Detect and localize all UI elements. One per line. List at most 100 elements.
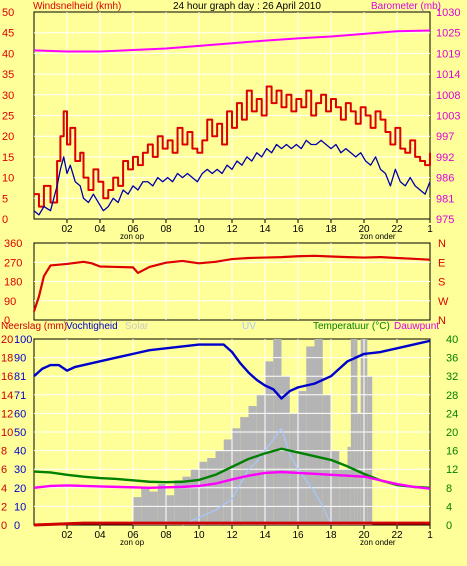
- temperature-y-tick-label: 40: [446, 334, 458, 346]
- compass-tick-label: S: [438, 277, 445, 289]
- direction-y-tick-label: 180: [4, 277, 22, 289]
- direction-y-tick-label: 0: [4, 315, 10, 327]
- x-tick-label: 10: [193, 224, 205, 235]
- gust-line: [34, 85, 431, 208]
- temperature-y-tick-label: 16: [446, 446, 458, 458]
- wind-y-tick-label: 45: [2, 28, 14, 40]
- temperature-y-tick-label: 36: [446, 353, 458, 365]
- wind-y-tick-label: 25: [2, 111, 14, 123]
- wind-left-label: Windsnelheid (kmh): [33, 1, 121, 12]
- wind-y-tick-label: 30: [2, 90, 14, 102]
- wind-y-tick-label: 50: [2, 7, 14, 19]
- x-tick-label: 16: [292, 530, 304, 541]
- rain-y-tick-label: 0: [1, 520, 7, 532]
- chart-title: 24 hour graph day : 26 April 2010: [173, 1, 321, 12]
- uv-line: [182, 427, 332, 526]
- direction-y-tick-label: 360: [4, 238, 22, 250]
- x-tick-label: 14: [259, 530, 271, 541]
- wind-y-tick-label: 10: [2, 173, 14, 185]
- solar-bar: [199, 461, 208, 525]
- solar-bar: [265, 361, 274, 525]
- wind-series: [33, 29, 431, 216]
- humidity-label: Vochtigheid: [66, 321, 118, 332]
- solar-bar: [256, 394, 265, 525]
- temperature-y-tick-label: 12: [446, 464, 458, 476]
- direction-grid: [34, 243, 430, 320]
- barometer-y-tick-label: 981: [436, 193, 454, 205]
- humidity-y-tick-label: 50: [14, 427, 26, 439]
- barometer-y-tick-label: 986: [436, 173, 454, 185]
- temperature-y-tick-label: 32: [446, 371, 458, 383]
- direction-series: [32, 254, 431, 312]
- rain-y-tick-label: 12: [1, 408, 13, 420]
- dewpoint-line: [33, 470, 431, 490]
- x-tick-label: 1: [427, 224, 433, 235]
- rain-label: Neerslag (mm): [1, 321, 67, 332]
- temperature-y-tick-label: 24: [446, 408, 458, 420]
- direction-ticks: 0 N 90 W 180 S 270 E 360 N: [4, 238, 449, 327]
- humidity-series: [33, 339, 431, 527]
- humidity-y-tick-label: 60: [14, 408, 26, 420]
- compass-tick-label: W: [438, 296, 449, 308]
- solar-bar: [157, 484, 166, 525]
- temperature-y-tick-label: 20: [446, 427, 458, 439]
- x-tick-label: 04: [94, 530, 106, 541]
- uv-label: UV: [242, 321, 256, 332]
- x-tick-label: 16: [292, 224, 304, 235]
- humidity-y-tick-label: 81: [14, 371, 26, 383]
- barometer-y-tick-label: 1003: [436, 111, 460, 123]
- rain-y-tick-label: 4: [1, 483, 7, 495]
- solar-label: Solar: [125, 321, 149, 332]
- solar-bar: [133, 497, 142, 525]
- wind-y-tick-label: 0: [2, 214, 8, 226]
- x-tick-label: 12: [226, 530, 238, 541]
- rain-y-tick-label: 14: [1, 390, 13, 402]
- barometer-y-tick-label: 1030: [436, 7, 460, 19]
- solar-bar: [166, 495, 175, 525]
- x-tick-label: 20: [358, 224, 370, 235]
- solar-bar: [190, 469, 199, 525]
- direction-y-tick-label: 270: [4, 257, 22, 269]
- rain-y-tick-label: 10: [1, 427, 13, 439]
- x-tick-label: 22: [391, 530, 403, 541]
- solar-bar: [207, 458, 216, 525]
- barometer-y-tick-label: 997: [436, 131, 454, 143]
- wind-sunset-label: zon onder: [360, 232, 396, 241]
- humidity-y-tick-label: 90: [14, 353, 26, 365]
- x-tick-label: 08: [160, 224, 172, 235]
- humidity-grid: [34, 339, 430, 525]
- avg-line: [33, 139, 431, 216]
- temperature-y-tick-label: 8: [446, 483, 452, 495]
- dewpoint-label: Dauwpunt: [394, 321, 439, 332]
- x-tick-label: 06: [127, 224, 139, 235]
- barometer-y-tick-label: 1014: [436, 69, 460, 81]
- humidity-y-tick-label: 20: [14, 483, 26, 495]
- solar-bar: [347, 446, 351, 525]
- x-tick-label: 08: [160, 530, 172, 541]
- temperature-y-tick-label: 28: [446, 390, 458, 402]
- direction-panel: 0 N 90 W 180 S 270 E 360 N: [4, 238, 449, 327]
- rain-y-tick-label: 20: [1, 334, 13, 346]
- solar-bar: [182, 476, 191, 525]
- x-tick-label: 02: [61, 224, 73, 235]
- wind-sunrise-label: zon op: [120, 232, 145, 241]
- temperature-line: [33, 447, 431, 489]
- x-tick-label: 1: [427, 530, 433, 541]
- wind-y-tick-label: 35: [2, 69, 14, 81]
- rain-y-tick-label: 16: [1, 371, 13, 383]
- rain-line: [33, 521, 430, 527]
- x-tick-label: 12: [226, 224, 238, 235]
- x-tick-label: 02: [61, 530, 73, 541]
- humidity-sunrise-label: zon op: [120, 538, 145, 547]
- solar-bar: [240, 417, 249, 525]
- wind-y-tick-label: 5: [2, 193, 8, 205]
- direction-y-tick-label: 90: [4, 296, 16, 308]
- solar-bar: [298, 391, 307, 525]
- rain-y-tick-label: 6: [1, 464, 7, 476]
- compass-tick-label: E: [438, 257, 445, 269]
- compass-tick-label: N: [438, 315, 446, 327]
